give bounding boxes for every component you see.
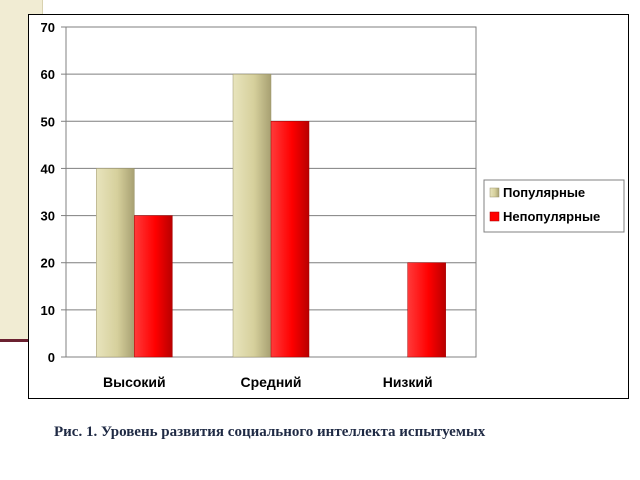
bar-unpopular (134, 215, 173, 358)
y-tick-label: 70 (41, 20, 55, 35)
figure-caption: Рис. 1. Уровень развития социального инт… (54, 424, 486, 440)
legend-box (483, 179, 625, 233)
legend-label: Непопулярные (503, 209, 600, 224)
legend-label: Популярные (503, 185, 585, 200)
bar-popular (96, 168, 135, 358)
legend-swatch (489, 211, 500, 222)
y-tick-label: 20 (41, 256, 55, 271)
y-tick-label: 10 (41, 303, 55, 318)
y-tick-label: 40 (41, 161, 55, 176)
legend-swatch (489, 187, 500, 198)
bars (96, 73, 446, 358)
legend: Популярные Непопулярные (483, 179, 625, 233)
y-tick-label: 60 (41, 67, 55, 82)
x-axis-categories: Высокий Средний Низкий (103, 374, 433, 390)
y-axis-ticks: 0 10 20 30 40 50 60 70 (41, 20, 55, 365)
y-tick-label: 0 (48, 350, 55, 365)
x-category-label: Высокий (103, 374, 166, 390)
bar-popular (232, 73, 272, 358)
x-category-label: Средний (240, 374, 301, 390)
decorative-side-line (0, 339, 30, 342)
y-tick-label: 50 (41, 114, 55, 129)
bar-unpopular (270, 121, 310, 358)
y-tick-label: 30 (41, 209, 55, 224)
x-category-label: Низкий (383, 374, 433, 390)
bar-unpopular (407, 262, 446, 358)
